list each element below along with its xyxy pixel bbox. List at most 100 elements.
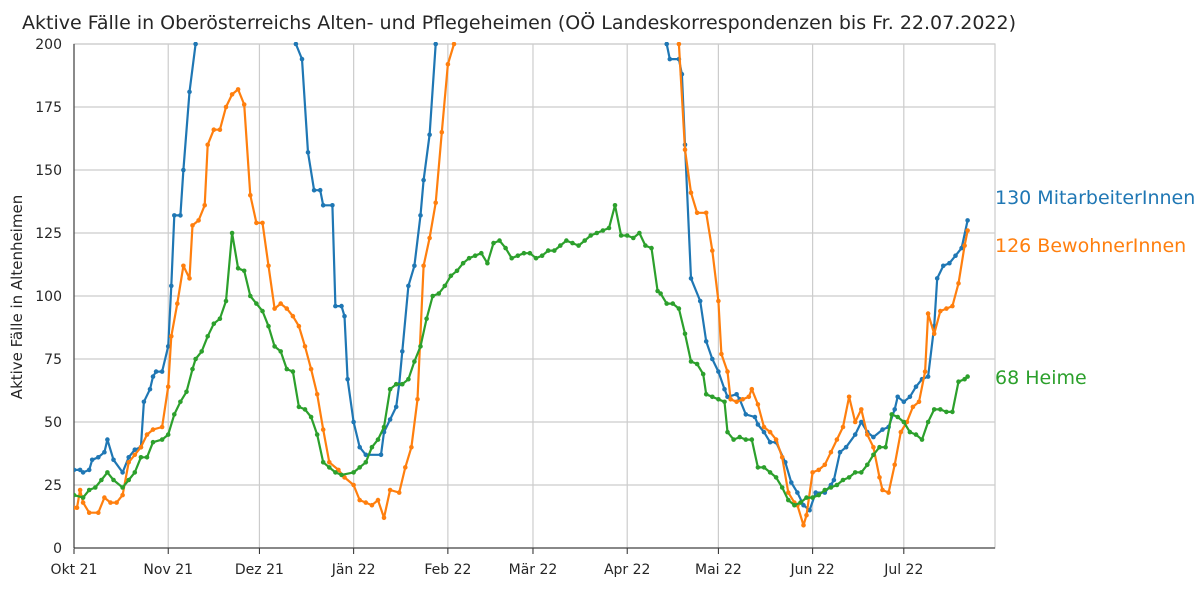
data-point (193, 42, 198, 47)
data-point (369, 502, 375, 508)
data-point (773, 437, 779, 442)
data-point (150, 427, 156, 432)
data-point (278, 349, 284, 354)
data-point (786, 490, 791, 495)
data-point (743, 437, 749, 442)
data-point (284, 306, 290, 311)
data-point (278, 301, 284, 306)
data-point (716, 298, 721, 304)
data-point (308, 366, 314, 372)
series-line-4 (677, 43, 969, 527)
data-point (664, 301, 669, 306)
data-point (743, 412, 749, 417)
data-point (254, 301, 259, 306)
data-point (913, 432, 919, 437)
data-point (393, 381, 399, 387)
data-point (299, 56, 305, 62)
data-point (418, 213, 423, 218)
data-point (934, 276, 940, 281)
data-point (786, 497, 791, 503)
data-point (892, 462, 897, 468)
data-point (767, 439, 773, 445)
data-point (205, 142, 210, 148)
data-point (178, 399, 183, 405)
data-point (302, 407, 308, 412)
data-point (165, 384, 171, 390)
data-point (74, 492, 77, 498)
data-point (144, 432, 150, 437)
data-point (296, 404, 302, 410)
data-point (96, 455, 101, 460)
data-point (810, 495, 815, 500)
data-point (290, 313, 296, 319)
data-point (767, 429, 773, 435)
data-point (187, 89, 192, 95)
data-point (169, 334, 174, 339)
data-point (871, 452, 876, 458)
data-point (941, 263, 946, 269)
data-point (509, 255, 514, 261)
data-point (126, 477, 131, 483)
data-point (643, 243, 648, 248)
data-point (618, 233, 624, 238)
data-point (925, 311, 931, 316)
data-point (822, 487, 828, 493)
data-point (722, 399, 727, 405)
data-point (710, 248, 715, 253)
data-point (202, 203, 207, 208)
data-point (86, 510, 92, 515)
data-point (682, 331, 688, 337)
data-point (196, 218, 201, 223)
data-point (141, 399, 147, 405)
data-point (767, 470, 773, 475)
y-tick-label: 150 (35, 163, 62, 179)
data-point (527, 250, 533, 256)
data-point (105, 470, 110, 475)
data-point (931, 331, 937, 337)
y-axis-label: Aktive Fälle in Altenheimen (8, 195, 26, 399)
data-point (710, 356, 715, 362)
data-point (919, 437, 925, 442)
data-point (485, 260, 490, 266)
x-tick-label: Jun 22 (790, 562, 835, 578)
data-point (895, 414, 900, 420)
data-point (396, 490, 402, 495)
data-point (962, 243, 967, 248)
data-point (381, 424, 387, 430)
data-point (694, 361, 700, 367)
data-point (497, 238, 502, 243)
data-point (217, 127, 223, 132)
data-point (266, 323, 271, 329)
data-point (400, 349, 405, 354)
data-point (357, 444, 363, 450)
data-point (859, 419, 864, 425)
data-point (472, 253, 478, 258)
data-point (865, 432, 870, 437)
data-point (700, 371, 706, 377)
data-point (172, 213, 177, 218)
data-point (272, 344, 277, 349)
data-point (229, 230, 235, 236)
data-point (852, 432, 858, 437)
y-tick-label: 25 (44, 478, 62, 494)
data-point (190, 366, 195, 372)
data-point (165, 432, 171, 437)
data-point (77, 487, 83, 493)
data-point (448, 273, 454, 279)
data-point (740, 397, 745, 402)
data-point (880, 427, 885, 432)
data-point (688, 190, 694, 195)
data-point (409, 444, 414, 450)
data-point (369, 444, 375, 450)
data-point (439, 129, 445, 135)
data-point (138, 455, 144, 460)
data-point (910, 404, 916, 410)
data-point (190, 223, 195, 228)
data-point (779, 485, 785, 490)
data-point (466, 255, 472, 261)
data-point (843, 444, 849, 450)
data-point (421, 263, 426, 269)
x-tick-label: Jän 22 (331, 562, 376, 578)
data-point (327, 465, 332, 470)
data-point (892, 407, 897, 412)
